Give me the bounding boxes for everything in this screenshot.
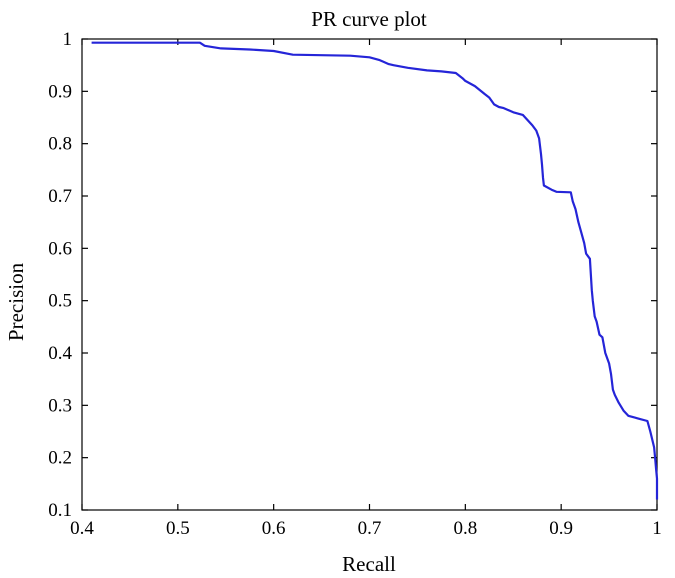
x-tick-label: 0.6 <box>262 518 286 539</box>
y-tick-label: 0.3 <box>48 395 72 416</box>
x-tick-label: 0.9 <box>549 518 573 539</box>
chart-title: PR curve plot <box>311 7 427 31</box>
y-tick-label: 0.5 <box>48 291 72 312</box>
x-tick-label: 0.7 <box>358 518 382 539</box>
y-tick-label: 0.8 <box>48 134 72 155</box>
y-tick-label: 0.7 <box>48 186 72 207</box>
x-axis-ticks: 0.4 0.5 0.6 0.7 0.8 0.9 1 <box>70 39 662 539</box>
x-tick-label: 0.8 <box>453 518 477 539</box>
y-axis-ticks: 0.1 0.2 0.3 0.4 0.5 0.6 0.7 0.8 0.9 1 <box>48 29 657 521</box>
y-tick-label: 0.6 <box>48 238 72 259</box>
y-tick-label: 0.1 <box>48 500 72 521</box>
y-tick-label: 0.9 <box>48 81 72 102</box>
pr-curve-line <box>91 41 659 500</box>
y-tick-label: 0.2 <box>48 448 72 469</box>
y-axis-title: Precision <box>4 262 28 341</box>
plot-area <box>81 38 658 511</box>
y-tick-label: 1 <box>63 29 73 50</box>
x-tick-label: 0.4 <box>70 518 94 539</box>
x-tick-label: 0.5 <box>166 518 190 539</box>
x-axis-title: Recall <box>342 552 396 576</box>
x-tick-label: 1 <box>652 518 662 539</box>
y-tick-label: 0.4 <box>48 343 72 364</box>
